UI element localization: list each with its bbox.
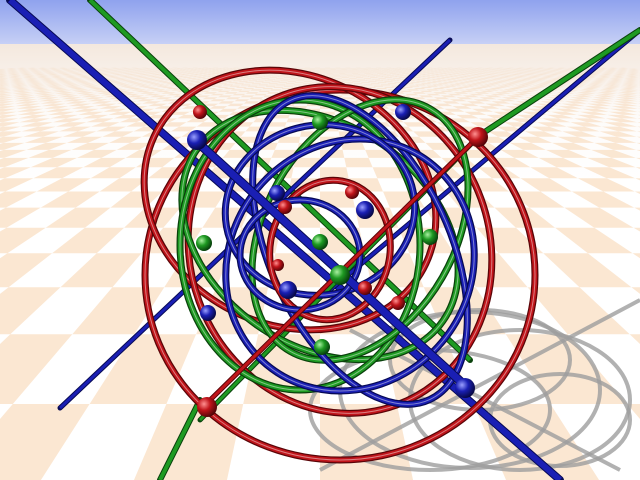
- green-circle: [248, 96, 472, 364]
- red-node-sphere: [193, 105, 207, 119]
- red-node-sphere: [278, 200, 292, 214]
- green-node-sphere: [312, 114, 328, 130]
- green-node-sphere: [422, 229, 438, 245]
- red-node-sphere: [345, 185, 359, 199]
- green-node-sphere: [312, 234, 328, 250]
- blue-node-sphere: [269, 185, 285, 201]
- blue-axis-rod: [190, 135, 475, 395]
- red-node-sphere: [272, 259, 284, 271]
- ring-structure: [6, 0, 640, 480]
- green-axis-rod: [477, 27, 640, 138]
- sky: [0, 0, 640, 46]
- red-circle: [266, 176, 394, 324]
- blue-node-sphere: [395, 104, 411, 120]
- red-node-sphere: [468, 127, 488, 147]
- green-node-sphere: [330, 265, 350, 285]
- red-node-sphere: [358, 281, 372, 295]
- green-node-sphere: [314, 339, 330, 355]
- green-node-sphere: [196, 235, 212, 251]
- red-node-sphere: [391, 296, 405, 310]
- green-axis-rod: [157, 397, 203, 480]
- blue-circle: [222, 135, 478, 395]
- blue-axis-rod: [6, 0, 564, 480]
- blue-axis-rod: [327, 27, 640, 293]
- blue-node-sphere: [200, 305, 216, 321]
- blue-node-sphere: [279, 281, 297, 299]
- blue-node-sphere: [187, 130, 207, 150]
- blue-node-sphere: [356, 201, 374, 219]
- blue-node-sphere: [455, 378, 475, 398]
- red-node-sphere: [197, 397, 217, 417]
- blue-circle: [221, 121, 419, 299]
